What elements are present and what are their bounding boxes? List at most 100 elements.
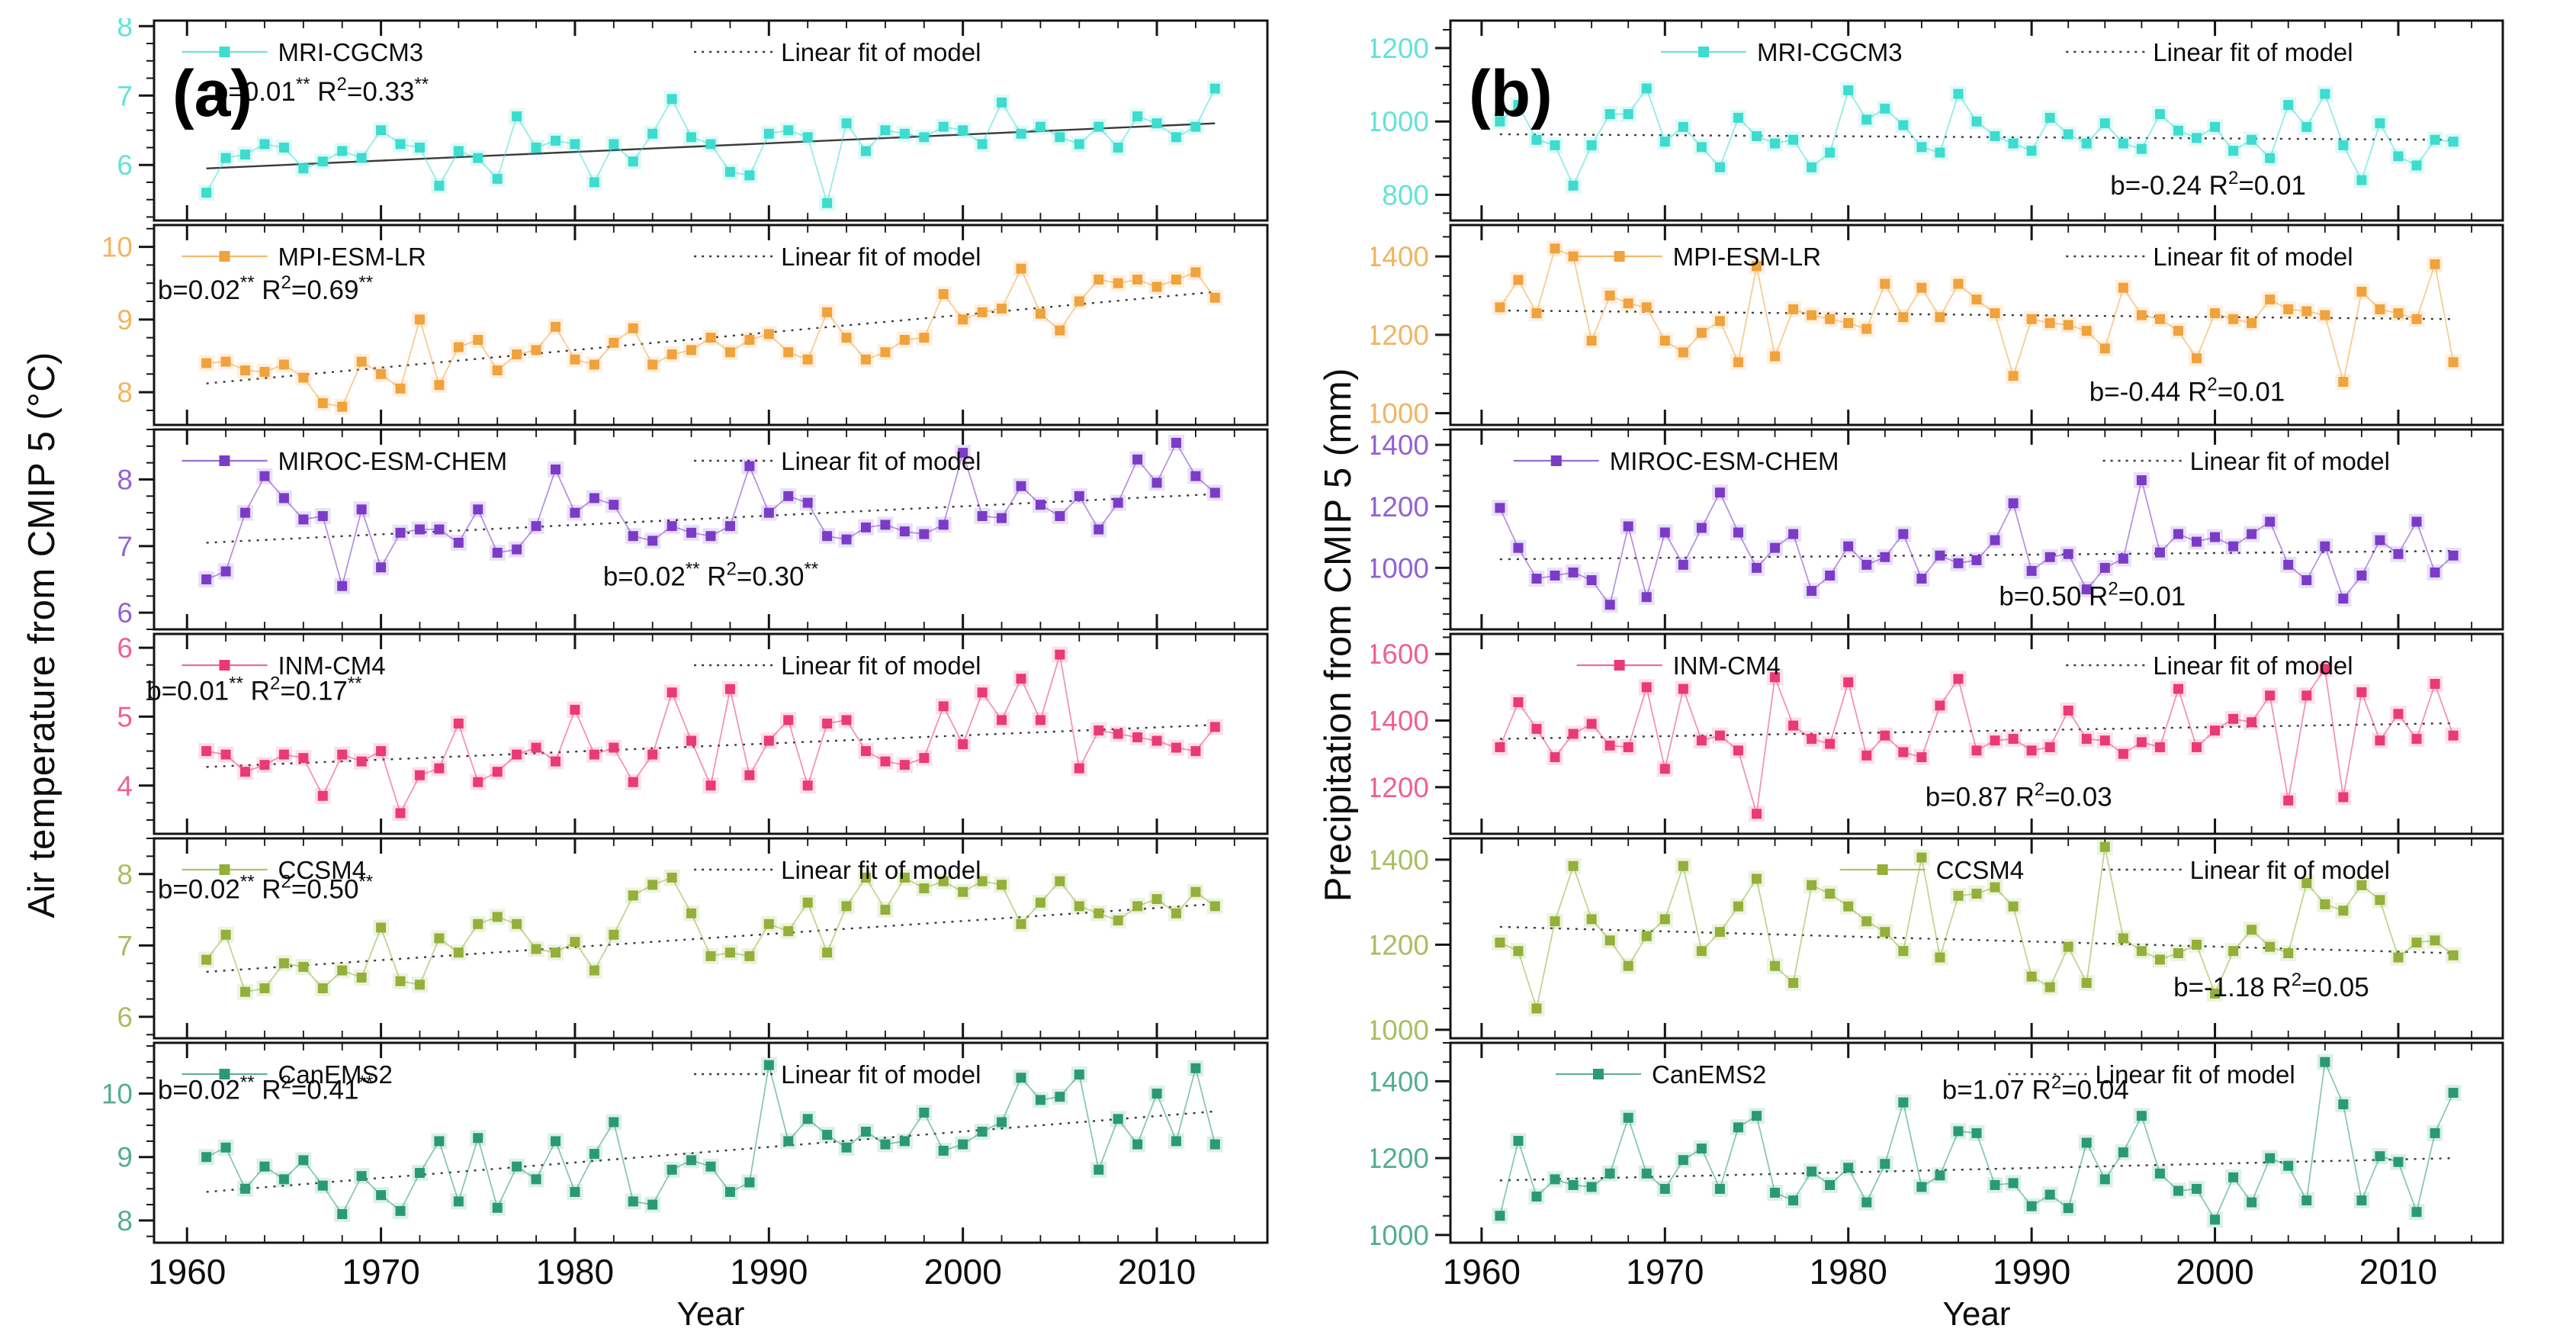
slope-r2-annotation: b=0.50 R2=0.01 <box>1999 579 2186 612</box>
legend-fit-label: Linear fit of model <box>781 38 981 66</box>
legend-fit-label: Linear fit of model <box>781 1060 981 1089</box>
legend-fit-label: Linear fit of model <box>2095 1060 2295 1089</box>
legend-model-swatch-marker <box>1877 864 1888 875</box>
series-markers <box>198 869 1223 1000</box>
plot-frame <box>153 224 1269 426</box>
slope-r2-annotation: b=-0.24 R2=0.01 <box>2110 168 2306 201</box>
y-tick-label: 8 <box>117 18 133 42</box>
y-tick-label: 1000 <box>1371 552 1429 584</box>
panel-b: Precipitation from CMIP 5 (mm) 800 1000 12… <box>1306 18 2515 1335</box>
legend-fit-label: Linear fit of model <box>781 447 981 475</box>
legend-model-swatch-marker <box>1614 251 1625 262</box>
y-tick-label: 7 <box>117 80 133 111</box>
y-tick-label: 1400 <box>1371 241 1429 272</box>
y-tick-label: 9 <box>117 304 133 336</box>
x-tick-label: 1980 <box>1810 1252 1887 1292</box>
legend-fit-label: Linear fit of model <box>2153 651 2353 680</box>
legend-model-swatch-marker <box>219 864 230 875</box>
y-axis-ticks <box>1435 429 1450 630</box>
y-tick-label: 6 <box>117 632 133 664</box>
legend-model-swatch-marker <box>219 660 230 671</box>
legend-model-swatch-marker <box>219 47 230 57</box>
y-tick-label: 1400 <box>1371 844 1429 876</box>
legend-model-label: MPI-ESM-LR <box>278 243 426 271</box>
slope-r2-annotation: b=0.02** R2=0.69** <box>158 272 373 305</box>
subplot-a-MIROC-ESM-CHEM: 6 7 8 MIROC-ESM-CHEM Linear fit of model b=0.… <box>117 428 1269 631</box>
subplot-b-INM-CM4: 1200 1400 1600 INM-CM4 Linear fit of model b=… <box>1371 632 2504 835</box>
panel-a-plots: 6 7 8 MRI-CGCM3 Linear fit of model b=0.01** … <box>75 18 1280 1335</box>
legend-fit-label: Linear fit of model <box>781 651 981 680</box>
y-tick-label: 6 <box>117 1002 133 1033</box>
y-axis-ticks <box>1435 29 1450 214</box>
trend-line <box>206 902 1216 973</box>
subplot-b-CCSM4: 1000 1200 1400 CCSM4 Linear fit of model b=-1… <box>1371 837 2504 1041</box>
x-tick-label: 1990 <box>1993 1252 2070 1292</box>
x-tick-label: 1960 <box>148 1252 226 1292</box>
series-markers <box>198 646 1223 822</box>
legend-model-label: MIROC-ESM-CHEM <box>278 447 508 475</box>
x-axis-ticks <box>1480 429 2473 629</box>
subplot-a-CanEMS2: 8 9 10 1960 1970 1980 1990 2000 2010 Year CanEMS2 L… <box>101 1041 1269 1330</box>
x-axis-ticks <box>185 838 1235 1038</box>
slope-r2-annotation: b=1.07 R2=0.04 <box>1942 1072 2129 1105</box>
slope-r2-annotation: b=-0.44 R2=0.01 <box>2089 375 2285 407</box>
legend-model-label: MRI-CGCM3 <box>1757 38 1903 66</box>
series-markers <box>1492 661 2462 822</box>
legend-model-swatch-marker <box>219 455 230 466</box>
x-axis-ticks <box>1480 21 2473 220</box>
trend-line <box>206 1110 1216 1193</box>
slope-r2-annotation: b=0.87 R2=0.03 <box>1926 779 2112 812</box>
x-tick-label: 1970 <box>1626 1252 1704 1292</box>
panel-a-y-axis-title: Air temperature from CMIP 5 (°C) <box>21 351 63 918</box>
y-tick-label: 7 <box>117 531 133 562</box>
x-tick-label: 2000 <box>923 1252 1001 1292</box>
slope-r2-annotation: b=0.01** R2=0.33** <box>214 74 429 107</box>
subplot-a-MRI-CGCM3: 6 7 8 MRI-CGCM3 Linear fit of model b=0.01** … <box>117 18 1269 222</box>
legend-fit-label: Linear fit of model <box>2190 447 2390 475</box>
y-tick-label: 1200 <box>1371 772 1429 803</box>
legend-model-swatch-marker <box>1550 455 1562 466</box>
y-tick-label: 1200 <box>1371 1143 1429 1174</box>
y-axis-ticks <box>139 646 154 821</box>
y-tick-label: 10 <box>101 232 133 263</box>
y-tick-label: 9 <box>117 1142 133 1173</box>
x-tick-label: 1960 <box>1443 1252 1521 1292</box>
y-tick-label: 1000 <box>1371 1015 1429 1041</box>
y-axis-ticks <box>1435 838 1450 1031</box>
y-tick-label: 8 <box>117 1205 133 1237</box>
legend-model-swatch-marker <box>1614 660 1625 671</box>
x-axis-ticks <box>185 225 1235 425</box>
x-tick-label: 1980 <box>536 1252 614 1292</box>
panel-a: Air temperature from CMIP 5 (°C) 6 7 8 MRI-… <box>9 18 1280 1335</box>
x-tick-label: 1970 <box>342 1252 419 1292</box>
legend-fit-label: Linear fit of model <box>781 856 981 884</box>
y-axis-ticks <box>1435 236 1450 415</box>
legend-model-swatch-marker <box>219 1069 230 1079</box>
trend-line <box>206 291 1216 384</box>
x-axis-ticks <box>185 1043 1235 1243</box>
y-axis-ticks <box>139 429 154 630</box>
plot-frame <box>153 19 1269 222</box>
series-markers <box>1492 240 2462 390</box>
legend-model-swatch-marker <box>219 251 230 262</box>
x-axis-ticks <box>1480 634 2473 834</box>
x-axis-title: Year <box>677 1295 745 1330</box>
y-tick-label: 1400 <box>1371 1066 1429 1097</box>
legend-fit-label: Linear fit of model <box>2153 38 2353 66</box>
legend-fit-label: Linear fit of model <box>781 243 981 271</box>
y-axis-ticks <box>1435 1042 1450 1237</box>
slope-r2-annotation: b=0.02** R2=0.30** <box>603 558 818 591</box>
legend-fit-label: Linear fit of model <box>2190 856 2390 884</box>
x-tick-label: 2000 <box>2176 1252 2253 1292</box>
legend-model-label: INM-CM4 <box>278 651 386 680</box>
x-tick-label: 2010 <box>2359 1252 2437 1292</box>
subplot-b-MPI-ESM-LR: 1000 1200 1400 MPI-ESM-LR Linear fit of mode… <box>1371 224 2504 427</box>
y-tick-label: 8 <box>117 859 133 890</box>
plot-frame <box>1449 837 2504 1040</box>
slope-r2-annotation: b=-1.18 R2=0.05 <box>2173 970 2369 1002</box>
y-tick-label: 1000 <box>1371 106 1429 137</box>
y-axis-ticks <box>139 227 154 411</box>
x-tick-label: 2010 <box>1118 1252 1196 1292</box>
y-axis-ticks <box>139 24 154 218</box>
